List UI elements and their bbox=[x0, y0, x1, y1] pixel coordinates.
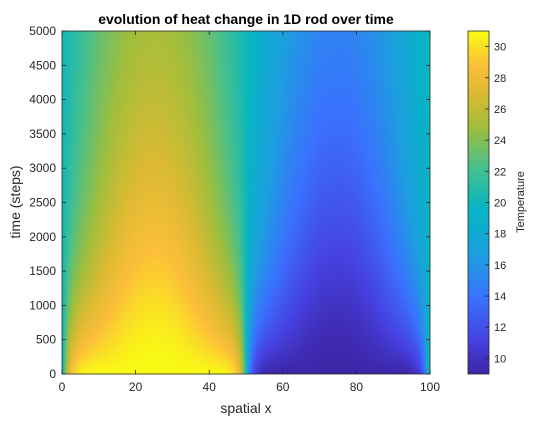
colorbar-tick-label: 22 bbox=[494, 166, 506, 178]
x-tick-label: 80 bbox=[350, 380, 364, 394]
x-tick-label: 60 bbox=[276, 380, 290, 394]
colorbar-tick-label: 16 bbox=[494, 260, 506, 272]
y-tick-label: 2500 bbox=[29, 196, 56, 210]
x-tick-label: 20 bbox=[129, 380, 143, 394]
y-tick-label: 5000 bbox=[29, 24, 56, 38]
x-tick-label: 40 bbox=[203, 380, 217, 394]
x-tick-label: 100 bbox=[420, 380, 440, 394]
colorbar-tick-label: 26 bbox=[494, 104, 506, 116]
y-tick-label: 3500 bbox=[29, 127, 56, 141]
y-tick-label: 0 bbox=[49, 367, 56, 381]
y-tick-label: 3000 bbox=[29, 161, 56, 175]
y-tick-label: 4000 bbox=[29, 93, 56, 107]
y-tick-label: 1500 bbox=[29, 264, 56, 278]
y-axis: 0 500 1000 1500 2000 2500 3000 3500 4000 4500 5000 bbox=[29, 24, 430, 381]
colorbar-tick-label: 24 bbox=[494, 135, 506, 147]
y-tick-label: 4500 bbox=[29, 58, 56, 72]
colorbar-tick-label: 12 bbox=[494, 322, 506, 334]
y-tick-label: 1000 bbox=[29, 298, 56, 312]
chart-title: evolution of heat change in 1D rod over … bbox=[98, 11, 394, 27]
x-axis-label: spatial x bbox=[220, 400, 271, 416]
x-tick-label: 0 bbox=[59, 380, 66, 394]
colorbar-tick-label: 28 bbox=[494, 73, 506, 85]
colorbar-label: Temperature bbox=[515, 171, 527, 233]
x-axis: 0 20 40 60 80 100 bbox=[59, 31, 440, 394]
colorbar-tick-label: 20 bbox=[494, 198, 506, 210]
y-tick-label: 2000 bbox=[29, 230, 56, 244]
colorbar-tick-label: 10 bbox=[494, 353, 506, 365]
colorbar-tick-label: 18 bbox=[494, 229, 506, 241]
colorbar-gradient bbox=[468, 31, 489, 374]
colorbar-tick-label: 14 bbox=[494, 291, 506, 303]
y-axis-label: time (steps) bbox=[7, 165, 23, 238]
heatmap-image bbox=[62, 31, 430, 374]
colorbar-tick-label: 30 bbox=[494, 42, 506, 54]
colorbar-axis: 10 12 14 16 18 20 22 24 26 28 30 bbox=[485, 42, 506, 365]
y-tick-label: 500 bbox=[36, 333, 56, 347]
